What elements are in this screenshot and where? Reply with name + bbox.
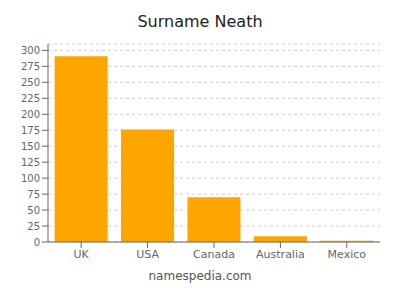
svg-text:225: 225 [21, 93, 40, 104]
svg-text:0: 0 [34, 237, 40, 248]
svg-text:Canada: Canada [193, 248, 235, 261]
svg-text:100: 100 [21, 173, 40, 184]
svg-text:50: 50 [27, 205, 40, 216]
svg-text:150: 150 [21, 141, 40, 152]
svg-text:175: 175 [21, 125, 40, 136]
svg-text:250: 250 [21, 77, 40, 88]
svg-text:25: 25 [27, 221, 40, 232]
svg-text:200: 200 [21, 109, 40, 120]
html-text:namespedia.com: namespedia.com [148, 269, 252, 283]
html-text:Surname Neath: Surname Neath [137, 12, 263, 31]
svg-text:USA: USA [136, 248, 159, 261]
svg-text:Mexico: Mexico [328, 248, 367, 261]
svg-text:300: 300 [21, 45, 40, 56]
svg-text:125: 125 [21, 157, 40, 168]
svg-text:275: 275 [21, 61, 40, 72]
svg-text:UK: UK [74, 248, 90, 261]
svg-text:Australia: Australia [256, 248, 305, 261]
svg-text:75: 75 [27, 189, 40, 200]
